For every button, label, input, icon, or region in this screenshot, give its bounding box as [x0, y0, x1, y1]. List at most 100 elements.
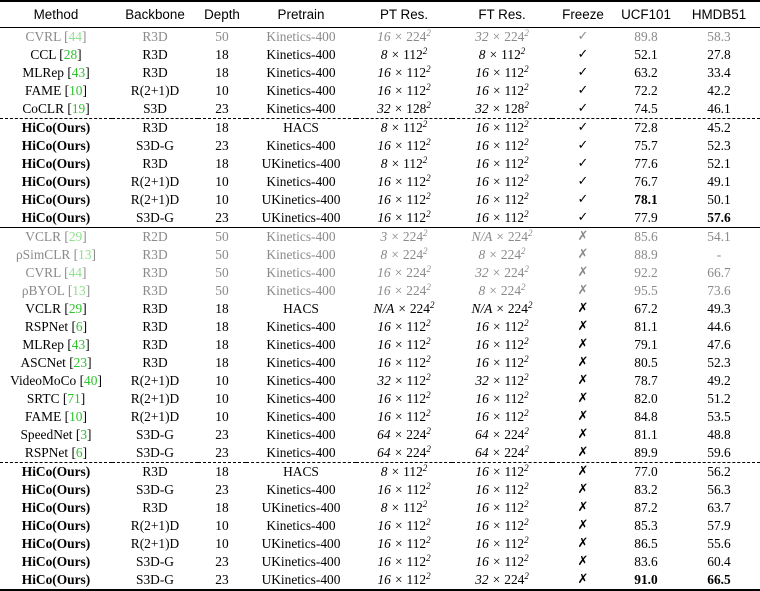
cell-pretrain: Kinetics-400 [266, 355, 336, 370]
cell-hmdb51: 52.3 [707, 138, 731, 153]
cell-depth: 18 [198, 462, 246, 481]
res-exponent: 2 [426, 336, 431, 346]
cell-depth: 50 [215, 283, 229, 298]
table-row: CVRL [44] R3D 50 Kinetics-400 16 × 2242 32 × … [0, 28, 760, 47]
cell-ucf101: 72.8 [614, 118, 678, 137]
res-size: 224 [504, 572, 525, 587]
cell-ucf101: 89.9 [634, 445, 658, 460]
cell-backbone: R3D [112, 462, 198, 481]
res-exponent: 2 [426, 282, 431, 292]
cell-depth: 18 [215, 301, 229, 316]
cell-method: HiCo(Ours) [0, 517, 112, 535]
cell-method: SRTC [71] [26, 391, 86, 406]
res-frames: 16 [475, 355, 489, 370]
cell-depth: 23 [215, 427, 229, 442]
res-exponent: 2 [524, 137, 529, 147]
cell-depth: 18 [215, 47, 229, 62]
res-frames: 16 [377, 138, 391, 153]
method-name: CVRL [25, 29, 61, 44]
cell-backbone: S3D-G [136, 445, 174, 460]
cell-ft-res: 32 × 2242 [475, 264, 529, 281]
res-frames: 16 [475, 83, 489, 98]
method-name: HiCo(Ours) [21, 192, 91, 207]
cell-depth: 18 [198, 118, 246, 137]
cell-method: HiCo(Ours) [0, 571, 112, 590]
res-exponent: 2 [521, 282, 526, 292]
res-size: 224 [402, 247, 424, 262]
res-frames: 32 [475, 265, 489, 280]
cell-ucf101: 91.0 [634, 572, 658, 587]
res-exponent: 2 [527, 228, 533, 238]
table-body: CVRL [44] R3D 50 Kinetics-400 16 × 2242 32 × … [0, 28, 760, 590]
res-frames: 32 [475, 29, 489, 44]
method-name: HiCo(Ours) [21, 554, 91, 569]
cross-icon: ✗ [552, 227, 614, 246]
res-exponent: 2 [426, 318, 431, 328]
method-name: HiCo(Ours) [21, 572, 91, 587]
res-frames: 8 [380, 464, 388, 479]
cell-pretrain: Kinetics-400 [266, 427, 336, 442]
cell-ucf101: 78.1 [634, 192, 658, 207]
cell-ft-res: 16 × 1122 [475, 82, 529, 99]
cell-backbone: R3D [142, 355, 168, 370]
cell-backbone: R3D [142, 156, 168, 171]
res-exponent: 2 [524, 390, 529, 400]
res-exponent: 2 [422, 119, 428, 129]
cross-icon: ✗ [552, 462, 614, 481]
cell-depth: 23 [215, 572, 229, 587]
res-frames: 64 [475, 445, 489, 460]
cell-depth: 18 [215, 500, 229, 515]
cell-backbone: R(2+1)D [130, 192, 180, 207]
table-row: HiCo(Ours) R(2+1)D 10 Kinetics-400 16 × 1122… [0, 517, 760, 535]
citation: 23 [73, 355, 88, 370]
cell-pretrain: UKinetics-400 [261, 572, 341, 587]
table-row: HiCo(Ours) R(2+1)D 10 Kinetics-400 16 × 1122… [0, 173, 760, 191]
table-row: HiCo(Ours) R3D 18 HACS 8 × 1122 16 × 1122 ✗ 77.… [0, 462, 760, 481]
res-size: 112 [406, 192, 427, 207]
res-exponent: 2 [423, 228, 428, 238]
cell-pretrain: Kinetics-400 [266, 445, 336, 460]
cell-pretrain: UKinetics-400 [261, 192, 341, 207]
cell-ucf101: 81.1 [634, 319, 658, 334]
res-exponent: 2 [426, 137, 431, 147]
method-name: CoCLR [22, 101, 64, 116]
cell-backbone: R3D [142, 301, 168, 316]
citation: 28 [63, 47, 78, 62]
res-exponent: 2 [524, 64, 529, 74]
cell-method: VCLR [29] [25, 301, 87, 316]
res-size: 112 [406, 409, 427, 424]
res-frames: 16 [377, 65, 391, 80]
res-size: 112 [406, 138, 427, 153]
res-exponent: 2 [426, 571, 431, 581]
col-header-hmdb51: HMDB51 [691, 7, 747, 22]
cell-pretrain: Kinetics-400 [266, 47, 336, 62]
cell-ft-res: 16 × 1122 [475, 336, 529, 353]
res-size: 112 [406, 536, 427, 551]
cell-pt-res: 16 × 1122 [377, 137, 431, 154]
res-exponent: 2 [426, 517, 431, 527]
res-exponent: 2 [524, 354, 529, 364]
res-exponent: 2 [524, 481, 529, 491]
cell-pt-res: 16 × 1122 [377, 173, 431, 190]
cell-ucf101: 95.5 [634, 283, 658, 298]
cell-pretrain: Kinetics-400 [266, 83, 336, 98]
res-frames: 16 [377, 391, 391, 406]
cell-method: CCL [28] [30, 47, 82, 62]
cell-hmdb51: 51.2 [707, 391, 731, 406]
res-exponent: 2 [426, 354, 431, 364]
table-row: CVRL [44] R3D 50 Kinetics-400 16 × 2242 32 × … [0, 264, 760, 282]
table-row: ρSimCLR [13] R3D 50 Kinetics-400 8 × 2242 8 ×… [0, 246, 760, 264]
cell-hmdb51: 44.6 [707, 319, 731, 334]
cell-ucf101: 85.3 [634, 518, 658, 533]
res-size: 112 [504, 464, 525, 479]
table-row: HiCo(Ours) R(2+1)D 10 UKinetics-400 16 × 112… [0, 191, 760, 209]
res-frames: 64 [475, 427, 489, 442]
col-header-freeze: Freeze [562, 7, 604, 22]
cell-pt-res: 8 × 1122 [380, 499, 428, 516]
cell-hmdb51: - [716, 247, 722, 262]
cell-hmdb51: 52.3 [707, 355, 731, 370]
table-row: HiCo(Ours) S3D-G 23 Kinetics-400 16 × 1122 16… [0, 137, 760, 155]
res-frames: 16 [377, 83, 391, 98]
res-exponent: 2 [426, 535, 431, 545]
cell-ucf101: 83.6 [634, 554, 658, 569]
